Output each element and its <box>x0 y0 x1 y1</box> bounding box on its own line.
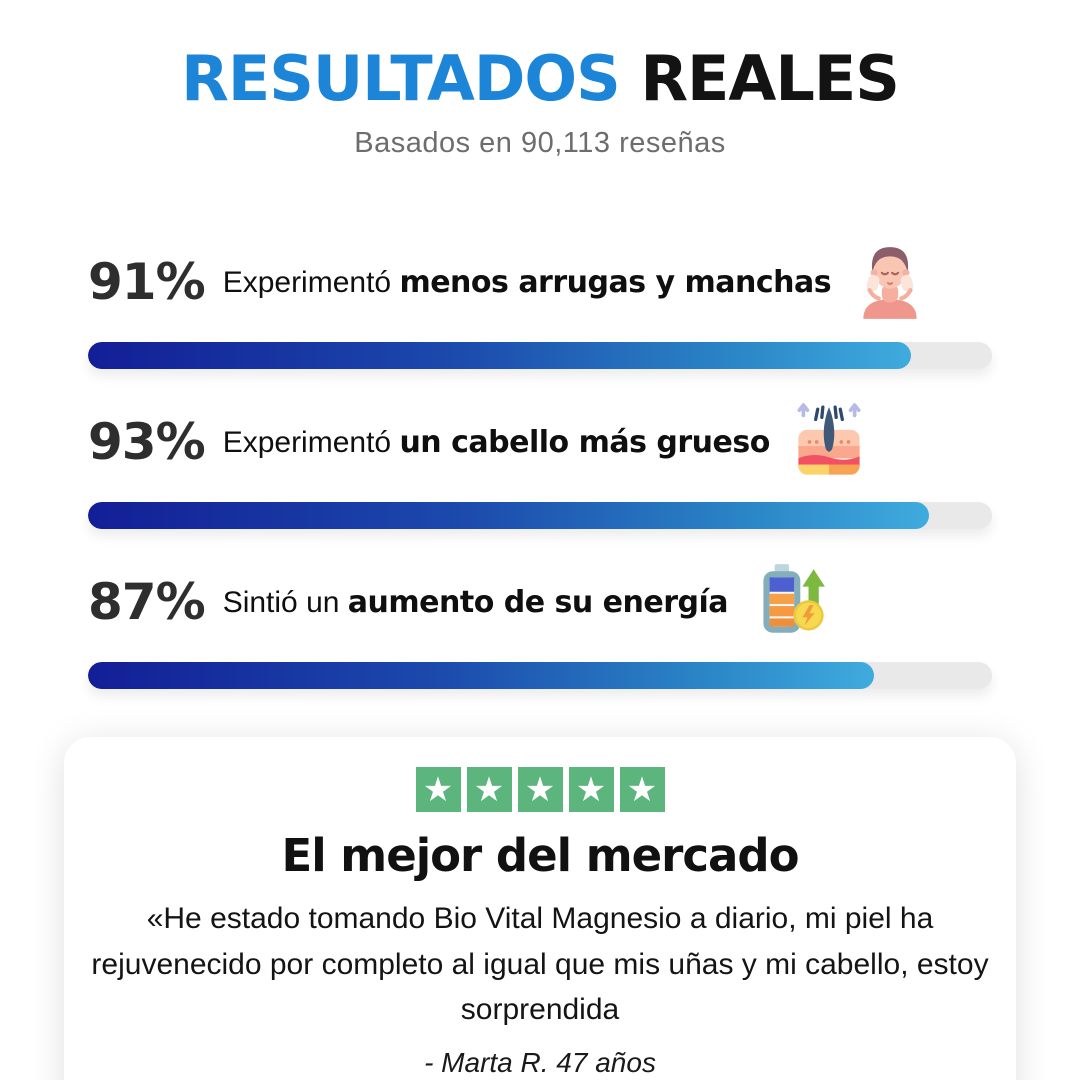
energy-boost-icon <box>746 561 828 643</box>
page-title-rest: REALES <box>640 42 900 115</box>
star-icon: ★ <box>415 767 461 812</box>
page-title-accent: RESULTADOS <box>181 42 621 115</box>
stat-label: Experimentó un cabello más grueso <box>222 424 771 460</box>
stat-row-wrinkles: 91% Experimentó menos arrugas y manchas <box>88 247 992 369</box>
star-icon: ★ <box>517 767 563 812</box>
stat-text-row: 91% Experimentó menos arrugas y manchas <box>88 247 992 319</box>
testimonial-attribution: - Marta R. 47 años <box>424 1046 656 1078</box>
star-glyph: ★ <box>422 769 454 810</box>
star-glyph: ★ <box>626 769 658 810</box>
stat-label-bold: aumento de su energía <box>347 584 729 620</box>
testimonial-heading: El mejor del mercado <box>281 829 799 882</box>
stat-row-energy: 87% Sintió un aumento de su energía <box>88 564 992 689</box>
stat-label: Sintió un aumento de su energía <box>222 584 729 620</box>
stat-label-bold: menos arrugas y manchas <box>399 264 832 300</box>
header: RESULTADOS REALES Basados en 90,113 rese… <box>0 46 1080 160</box>
stat-percent: 93% <box>88 413 206 471</box>
testimonial-quote: «He estado tomando Bio Vital Magnesio a … <box>91 902 989 1027</box>
stat-label: Experimentó menos arrugas y manchas <box>222 264 832 300</box>
stat-label-regular: Sintió un <box>222 585 348 619</box>
progress-bar-fill <box>88 502 929 529</box>
stat-text-row: 87% Sintió un aumento de su energía <box>88 564 992 636</box>
progress-bar-fill <box>88 342 911 369</box>
stat-row-hair: 93% Experimentó un cabello más grueso <box>88 403 992 529</box>
stat-percent: 87% <box>88 573 206 631</box>
progress-bar-track <box>88 502 992 529</box>
star-icon: ★ <box>466 767 512 812</box>
star-glyph: ★ <box>473 769 505 810</box>
page-title: RESULTADOS REALES <box>0 46 1080 111</box>
star-glyph: ★ <box>575 769 607 810</box>
star-glyph: ★ <box>524 769 556 810</box>
hair-growth-icon <box>788 401 870 483</box>
stat-percent: 91% <box>88 253 206 311</box>
stat-label-bold: un cabello más grueso <box>399 424 770 460</box>
testimonial-card: ★ ★ ★ ★ ★ El mejor del mercado «He estado to… <box>64 737 1016 1080</box>
stat-label-regular: Experimentó <box>222 425 400 459</box>
face-massage-icon <box>849 241 931 323</box>
reviews-subtitle: Basados en 90,113 reseñas <box>354 127 726 160</box>
stat-text-row: 93% Experimentó un cabello más grueso <box>88 403 992 476</box>
star-icon: ★ <box>568 767 614 812</box>
star-icon: ★ <box>619 767 665 812</box>
progress-bar-track <box>88 662 992 689</box>
trustpilot-stars: ★ ★ ★ ★ ★ <box>64 767 1016 813</box>
stat-label-regular: Experimentó <box>222 265 400 299</box>
stats-section: 91% Experimentó menos arrugas y manchas <box>88 247 992 728</box>
progress-bar-fill <box>88 662 875 689</box>
progress-bar-track <box>88 342 992 369</box>
